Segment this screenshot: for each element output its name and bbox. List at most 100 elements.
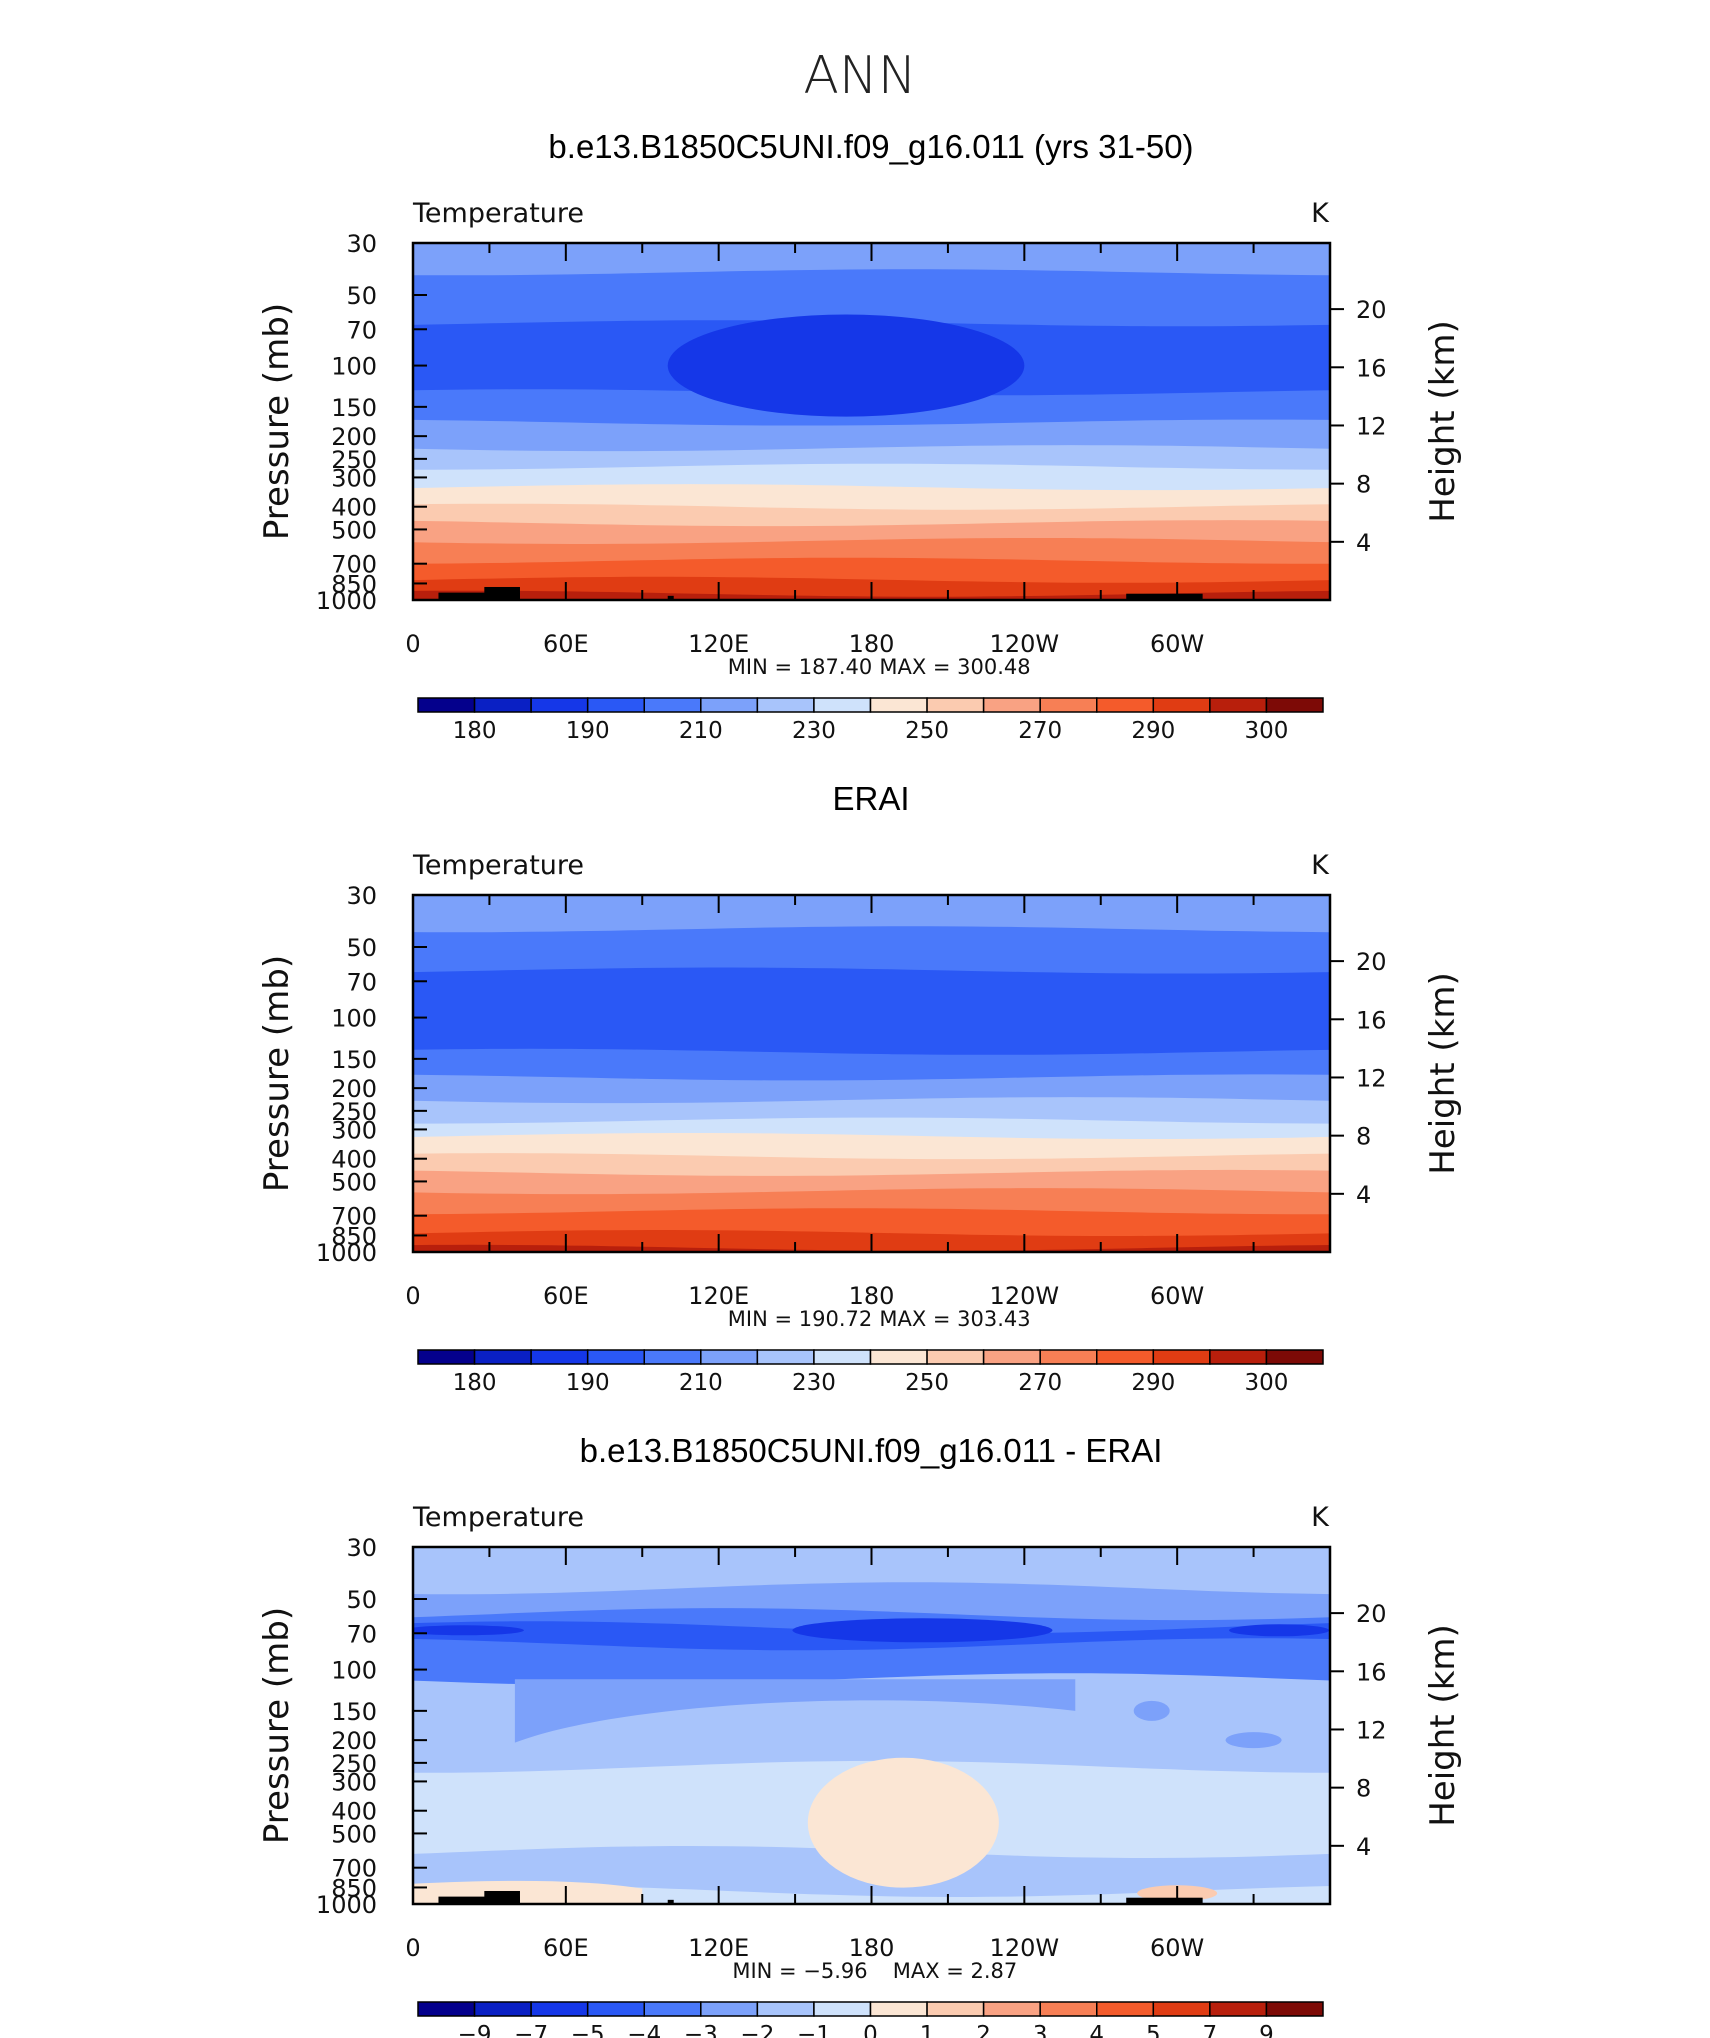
colorbar: 180 190 210 230 250 270 290 300	[417, 1349, 1324, 1396]
colorbar-swatch	[586, 1349, 645, 1365]
max-label: MAX = 300.48	[879, 655, 1030, 679]
x-tick-label: 60W	[1150, 1282, 1204, 1310]
y-tick-label: 200	[331, 1075, 377, 1103]
colorbar-swatch	[869, 697, 928, 713]
colorbar-label: 290	[1131, 718, 1175, 744]
colorbar-swatch	[700, 1349, 759, 1365]
y-axis-label: Pressure (mb)	[257, 1607, 297, 1844]
colorbar-label: 190	[566, 1370, 610, 1396]
units-label: K	[1311, 198, 1330, 229]
x-tick-label: 60E	[543, 1934, 589, 1962]
units-label: K	[1311, 850, 1330, 881]
colorbar-swatch	[586, 697, 645, 713]
y2-tick-label: 20	[1356, 1600, 1387, 1628]
y2-axis-label: Height (km)	[1423, 320, 1463, 523]
colorbar-label: −2	[740, 2022, 774, 2038]
y-tick-label: 700	[331, 551, 377, 579]
colorbar-label: 230	[792, 1370, 836, 1396]
colorbar-label: −5	[571, 2022, 605, 2038]
colorbar-label: −9	[458, 2022, 492, 2038]
colorbar-swatch	[813, 1349, 872, 1365]
y-tick-label: 1000	[316, 1891, 377, 1919]
y-tick-label: 200	[331, 423, 377, 451]
x-tick-label: 0	[405, 630, 420, 658]
y-tick-label: 150	[331, 394, 377, 422]
y-tick-label: 50	[346, 934, 377, 962]
colorbar-swatch	[1152, 1349, 1211, 1365]
y-tick-label: 250	[331, 446, 377, 474]
y2-axis-label: Height (km)	[1423, 1624, 1463, 1827]
colorbar-swatch	[473, 1349, 532, 1365]
colorbar: −9 −7 −5 −4 −3 −2 −1 0 1 2 3 4 5 7 9	[417, 2001, 1324, 2038]
panel-2: Temperature KERAI305070100150200250300400…	[257, 780, 1463, 1396]
colorbar-swatch	[473, 697, 532, 713]
contour-field	[413, 243, 1330, 600]
y2-tick-label: 4	[1356, 529, 1371, 557]
x-tick-label: 120E	[688, 1282, 749, 1310]
colorbar-swatch	[1209, 697, 1268, 713]
figure-title: ANN	[803, 46, 916, 106]
x-tick-label: 0	[405, 1934, 420, 1962]
colorbar-label: 210	[679, 1370, 723, 1396]
y-tick-label: 700	[331, 1855, 377, 1883]
colorbar-label: 190	[566, 718, 610, 744]
x-tick-label: 60E	[543, 630, 589, 658]
colorbar-swatch	[643, 1349, 702, 1365]
colorbar-swatch	[700, 2001, 759, 2017]
y-tick-label: 400	[331, 1798, 377, 1826]
y-tick-label: 50	[346, 1586, 377, 1614]
colorbar-swatch	[756, 697, 815, 713]
colorbar-swatch	[1039, 1349, 1098, 1365]
colorbar-label: 1	[920, 2022, 935, 2038]
colorbar-swatch	[756, 1349, 815, 1365]
colorbar-label: 180	[453, 718, 497, 744]
variable-label: Temperature	[412, 198, 584, 229]
contour-field	[413, 895, 1330, 1252]
y-tick-label: 500	[331, 516, 377, 544]
colorbar-swatch	[643, 697, 702, 713]
contour-blob	[792, 1618, 1053, 1643]
colorbar-swatch	[530, 697, 589, 713]
colorbar-swatch	[869, 2001, 928, 2017]
colorbar-label: −7	[514, 2022, 548, 2038]
colorbar-swatch	[1096, 2001, 1155, 2017]
y-tick-label: 500	[331, 1820, 377, 1848]
y-tick-label: 250	[331, 1098, 377, 1126]
x-tick-label: 120E	[688, 630, 749, 658]
colorbar-swatch	[982, 2001, 1041, 2017]
colorbar-label: −4	[627, 2022, 661, 2038]
topography-mask	[667, 595, 674, 600]
colorbar-label: 7	[1203, 2022, 1218, 2038]
y-axis-label: Pressure (mb)	[257, 955, 297, 1192]
x-tick-label: 120W	[990, 1282, 1060, 1310]
y-tick-label: 300	[331, 464, 377, 492]
variable-label: Temperature	[412, 850, 584, 881]
colorbar-label: −1	[797, 2022, 831, 2038]
y-tick-label: 200	[331, 1727, 377, 1755]
x-tick-label: 0	[405, 1282, 420, 1310]
max-label: MAX = 2.87	[893, 1959, 1018, 1983]
contour-blob	[667, 314, 1025, 417]
y-tick-label: 500	[331, 1168, 377, 1196]
colorbar-swatch	[869, 1349, 928, 1365]
colorbar-label: 290	[1131, 1370, 1175, 1396]
colorbar-swatch	[926, 2001, 985, 2017]
topography-mask	[484, 1890, 520, 1904]
panel-1: Temperature Kb.e13.B1850C5UNI.f09_g16.011…	[257, 128, 1463, 744]
colorbar-swatch	[586, 2001, 645, 2017]
colorbar-label: 270	[1018, 718, 1062, 744]
min-label: MIN = −5.96	[732, 1959, 867, 1983]
y2-tick-label: 12	[1356, 1064, 1387, 1092]
colorbar-swatch	[1039, 2001, 1098, 2017]
colorbar-swatch	[982, 697, 1041, 713]
colorbar-swatch	[1152, 2001, 1211, 2017]
y-tick-label: 100	[331, 1005, 377, 1033]
colorbar-swatch	[643, 2001, 702, 2017]
colorbar-label: 230	[792, 718, 836, 744]
panel-title: b.e13.B1850C5UNI.f09_g16.011 (yrs 31-50)	[548, 128, 1193, 165]
colorbar-swatch	[417, 697, 476, 713]
contour-blob	[1133, 1700, 1170, 1721]
colorbar-swatch	[1265, 1349, 1324, 1365]
y-tick-label: 70	[346, 1620, 377, 1648]
y-tick-label: 700	[331, 1203, 377, 1231]
